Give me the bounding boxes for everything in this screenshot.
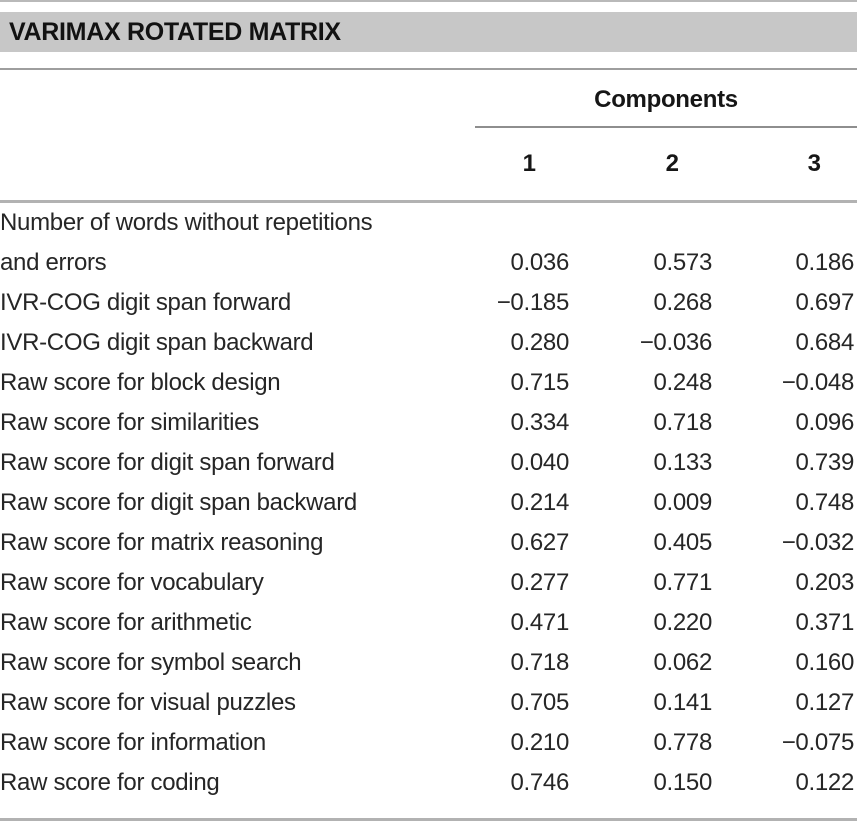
- table-row: Raw score for information 0.210 0.778 −0…: [0, 723, 857, 763]
- top-rule: [0, 0, 857, 2]
- loading-value: −0.075: [781, 729, 855, 756]
- loading-value: 0.062: [653, 649, 712, 676]
- loading-value: 0.096: [795, 409, 854, 436]
- loading-value: 0.778: [653, 729, 712, 756]
- loading-value: 0.127: [795, 689, 854, 716]
- bottom-rule: [0, 818, 857, 821]
- row-label: Raw score for symbol search: [0, 649, 302, 676]
- table-row: IVR-COG digit span backward 0.280 −0.036…: [0, 323, 857, 363]
- table-row: Raw score for block design 0.715 0.248 −…: [0, 363, 857, 403]
- loading-value: 0.471: [510, 609, 569, 636]
- loading-value: 0.697: [795, 289, 854, 316]
- components-group-header: Components: [475, 70, 857, 128]
- loading-value: −0.185: [496, 289, 570, 316]
- row-label: Raw score for digit span backward: [0, 489, 357, 516]
- loading-value: 0.705: [510, 689, 569, 716]
- loading-value: 0.122: [795, 769, 854, 796]
- header-rule: [0, 68, 857, 70]
- loading-value: 0.036: [510, 249, 569, 276]
- column-header-row: 1 2 3: [0, 128, 857, 203]
- component-column-header-3: 3: [715, 128, 857, 203]
- loading-value: 0.009: [653, 489, 712, 516]
- component-column-header-2: 2: [572, 128, 715, 203]
- loading-value: 0.334: [510, 409, 569, 436]
- table-row: Number of words without repetitions and …: [0, 202, 857, 284]
- loading-value: 0.280: [510, 329, 569, 356]
- loading-value: 0.718: [653, 409, 712, 436]
- row-label: Raw score for vocabulary: [0, 569, 264, 596]
- loading-value: 0.248: [653, 369, 712, 396]
- varimax-rotated-matrix-table: Components 1 2 3 Number of words without…: [0, 70, 857, 803]
- row-label: Raw score for coding: [0, 769, 220, 796]
- loading-value: 0.186: [795, 249, 854, 276]
- table-row: Raw score for symbol search 0.718 0.062 …: [0, 643, 857, 683]
- loading-value: 0.277: [510, 569, 569, 596]
- table-row: Raw score for digit span backward 0.214 …: [0, 483, 857, 523]
- row-label: Raw score for digit span forward: [0, 449, 335, 476]
- row-label: Number of words without repetitions and …: [0, 209, 373, 276]
- loading-value: 0.746: [510, 769, 569, 796]
- table-row: Raw score for coding 0.746 0.150 0.122: [0, 763, 857, 803]
- row-label: IVR-COG digit span forward: [0, 289, 291, 316]
- table-title-bar: VARIMAX ROTATED MATRIX: [0, 12, 857, 52]
- loading-value: −0.048: [781, 369, 855, 396]
- row-label: Raw score for block design: [0, 369, 281, 396]
- row-label: Raw score for matrix reasoning: [0, 529, 324, 556]
- loading-value: 0.150: [653, 769, 712, 796]
- row-label: Raw score for similarities: [0, 409, 259, 436]
- table-row: Raw score for similarities 0.334 0.718 0…: [0, 403, 857, 443]
- loading-value: 0.040: [510, 449, 569, 476]
- table-row: Raw score for visual puzzles 0.705 0.141…: [0, 683, 857, 723]
- loading-value: 0.748: [795, 489, 854, 516]
- row-label: Raw score for information: [0, 729, 266, 756]
- loading-value: 0.220: [653, 609, 712, 636]
- row-label: IVR-COG digit span backward: [0, 329, 314, 356]
- loading-value: 0.141: [653, 689, 712, 716]
- loading-value: 0.715: [510, 369, 569, 396]
- loading-value: 0.684: [795, 329, 854, 356]
- loading-value: 0.718: [510, 649, 569, 676]
- table-row: Raw score for arithmetic 0.471 0.220 0.3…: [0, 603, 857, 643]
- loading-value: 0.133: [653, 449, 712, 476]
- loading-value: −0.032: [781, 529, 855, 556]
- loading-value: 0.203: [795, 569, 854, 596]
- table-row: Raw score for vocabulary 0.277 0.771 0.2…: [0, 563, 857, 603]
- loading-value: 0.405: [653, 529, 712, 556]
- loading-value: 0.371: [795, 609, 854, 636]
- loading-value: 0.210: [510, 729, 569, 756]
- loading-value: 0.214: [510, 489, 569, 516]
- group-header-row: Components: [0, 70, 857, 128]
- loading-value: −0.036: [639, 329, 713, 356]
- loading-value: 0.268: [653, 289, 712, 316]
- row-label: Raw score for visual puzzles: [0, 689, 296, 716]
- loading-value: 0.739: [795, 449, 854, 476]
- table-title: VARIMAX ROTATED MATRIX: [9, 18, 341, 46]
- loading-value: 0.771: [653, 569, 712, 596]
- table-row: IVR-COG digit span forward −0.185 0.268 …: [0, 283, 857, 323]
- table-row: Raw score for digit span forward 0.040 0…: [0, 443, 857, 483]
- loading-value: 0.573: [653, 249, 712, 276]
- loading-value: 0.160: [795, 649, 854, 676]
- component-column-header-1: 1: [430, 128, 572, 203]
- row-label: Raw score for arithmetic: [0, 609, 252, 636]
- loading-value: 0.627: [510, 529, 569, 556]
- table-row: Raw score for matrix reasoning 0.627 0.4…: [0, 523, 857, 563]
